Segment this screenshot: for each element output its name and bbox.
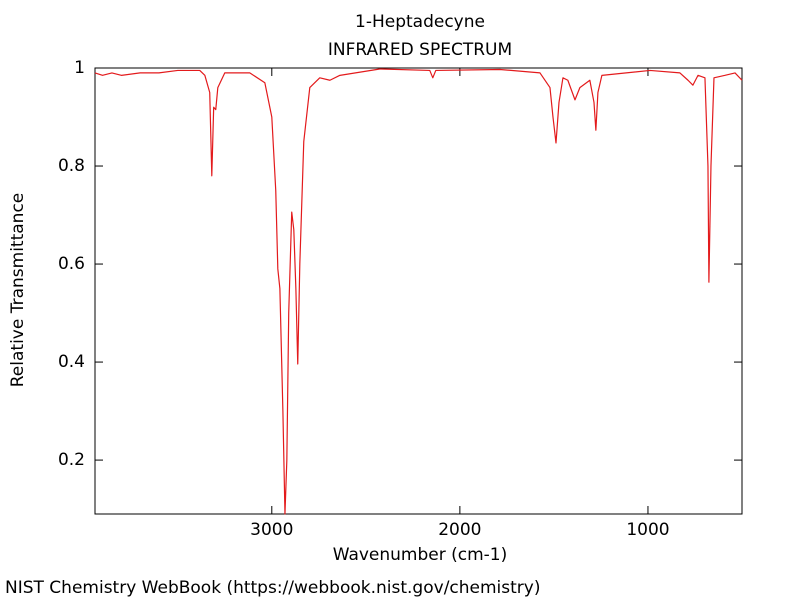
y-axis-label: Relative Transmittance xyxy=(8,193,28,388)
x-tick-label: 2000 xyxy=(438,520,481,540)
plot-frame xyxy=(94,67,743,515)
x-tick-label: 3000 xyxy=(250,520,293,540)
chart-title: 1-Heptadecyne xyxy=(355,12,485,32)
x-tick-label: 1000 xyxy=(626,520,669,540)
y-tick-label: 0.8 xyxy=(58,156,85,176)
y-tick-label: 0.4 xyxy=(58,352,85,372)
source-note: NIST Chemistry WebBook (https://webbook.… xyxy=(5,578,540,598)
y-tick-label: 0.2 xyxy=(58,450,85,470)
chart-subtitle: INFRARED SPECTRUM xyxy=(328,40,512,60)
spectrum-line xyxy=(94,68,743,515)
y-tick-label: 1 xyxy=(74,58,85,78)
x-axis-label: Wavenumber (cm-1) xyxy=(333,545,508,565)
y-tick-label: 0.6 xyxy=(58,254,85,274)
